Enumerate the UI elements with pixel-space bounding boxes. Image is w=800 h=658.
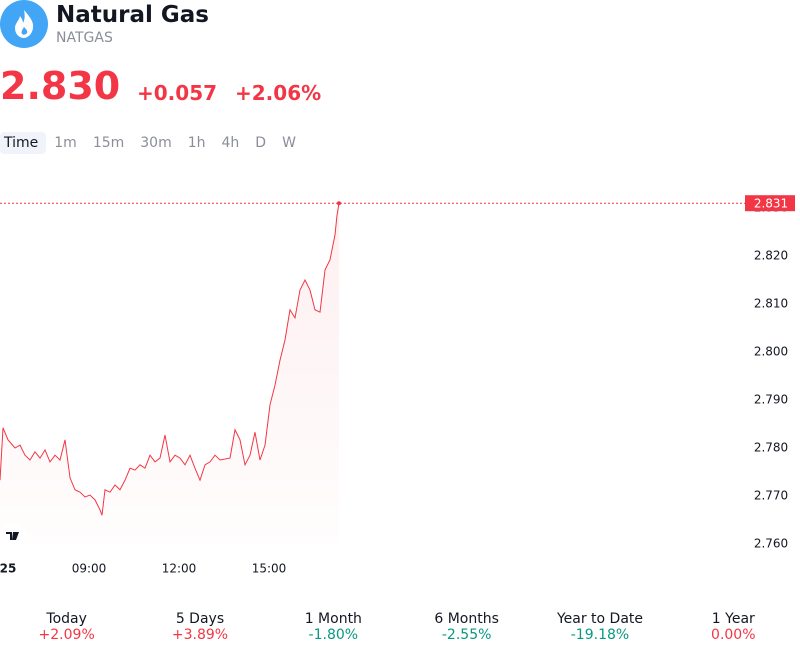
performance-label: 6 Months xyxy=(434,611,499,627)
performance-value: +2.09% xyxy=(38,627,95,643)
performance-bar: Today +2.09% 5 Days +3.89% 1 Month -1.80% 6 Mo… xyxy=(0,611,800,643)
x-tick-label: 15:00 xyxy=(252,562,287,576)
x-tick-label: 25 xyxy=(0,562,16,576)
y-tick-label: 2.800 xyxy=(754,345,788,359)
performance-item[interactable]: 5 Days +3.89% xyxy=(133,611,266,643)
y-tick-label: 2.790 xyxy=(754,393,788,407)
timeframe-button[interactable]: 4h xyxy=(221,135,240,151)
line xyxy=(0,203,340,516)
price-change: +0.057 xyxy=(137,81,218,105)
timeframe-button[interactable]: 1m xyxy=(54,135,77,151)
performance-item[interactable]: Year to Date -19.18% xyxy=(533,611,666,643)
price-change-percent: +2.06% xyxy=(235,81,322,105)
performance-value: -2.55% xyxy=(441,627,492,643)
performance-value: -1.80% xyxy=(308,627,359,643)
performance-value: 0.00% xyxy=(711,627,756,643)
area xyxy=(0,203,339,545)
performance-item[interactable]: Today +2.09% xyxy=(0,611,133,643)
y-tick-label: 2.780 xyxy=(754,441,788,455)
performance-value: -19.18% xyxy=(570,627,630,643)
last-price-tag xyxy=(745,195,795,212)
tv-logo xyxy=(0,523,26,549)
instrument-title: Natural Gas xyxy=(56,2,209,28)
performance-value: +3.89% xyxy=(171,627,229,643)
timeframe-bar: Time 1m 15m 30m 1h 4h D W xyxy=(0,132,304,154)
timeframe-button[interactable]: 30m xyxy=(140,135,172,151)
timeframe-button[interactable]: W xyxy=(282,135,296,151)
x-tick-label: 09:00 xyxy=(72,562,107,576)
performance-label: 1 Month xyxy=(304,611,362,627)
y-tick-label: 2.810 xyxy=(754,297,788,311)
y-tick-label: 2.760 xyxy=(754,537,788,551)
performance-item[interactable]: 1 Month -1.80% xyxy=(267,611,400,643)
performance-label: Today xyxy=(46,611,87,627)
instrument-symbol: NATGAS xyxy=(56,30,113,46)
price: 2.830 xyxy=(0,64,121,108)
timeframe-button[interactable]: Time xyxy=(0,132,47,154)
performance-label: 1 Year xyxy=(711,611,755,627)
last-price-label: 2.831 xyxy=(754,197,788,211)
performance-label: 5 Days xyxy=(175,611,225,627)
timeframe-button[interactable]: 1h xyxy=(187,135,206,151)
y-tick-label: 2.770 xyxy=(754,489,788,503)
performance-item[interactable]: 6 Months -2.55% xyxy=(400,611,533,643)
performance-label: Year to Date xyxy=(556,611,643,627)
timeframe-button[interactable]: 15m xyxy=(92,135,125,151)
performance-item[interactable]: 1 Year 0.00% xyxy=(667,611,800,643)
x-tick-label: 12:00 xyxy=(162,562,197,576)
y-tick-label: 2.820 xyxy=(754,249,788,263)
timeframe-button[interactable]: D xyxy=(255,135,267,151)
last-point xyxy=(336,201,341,206)
logo-icon xyxy=(15,10,34,38)
